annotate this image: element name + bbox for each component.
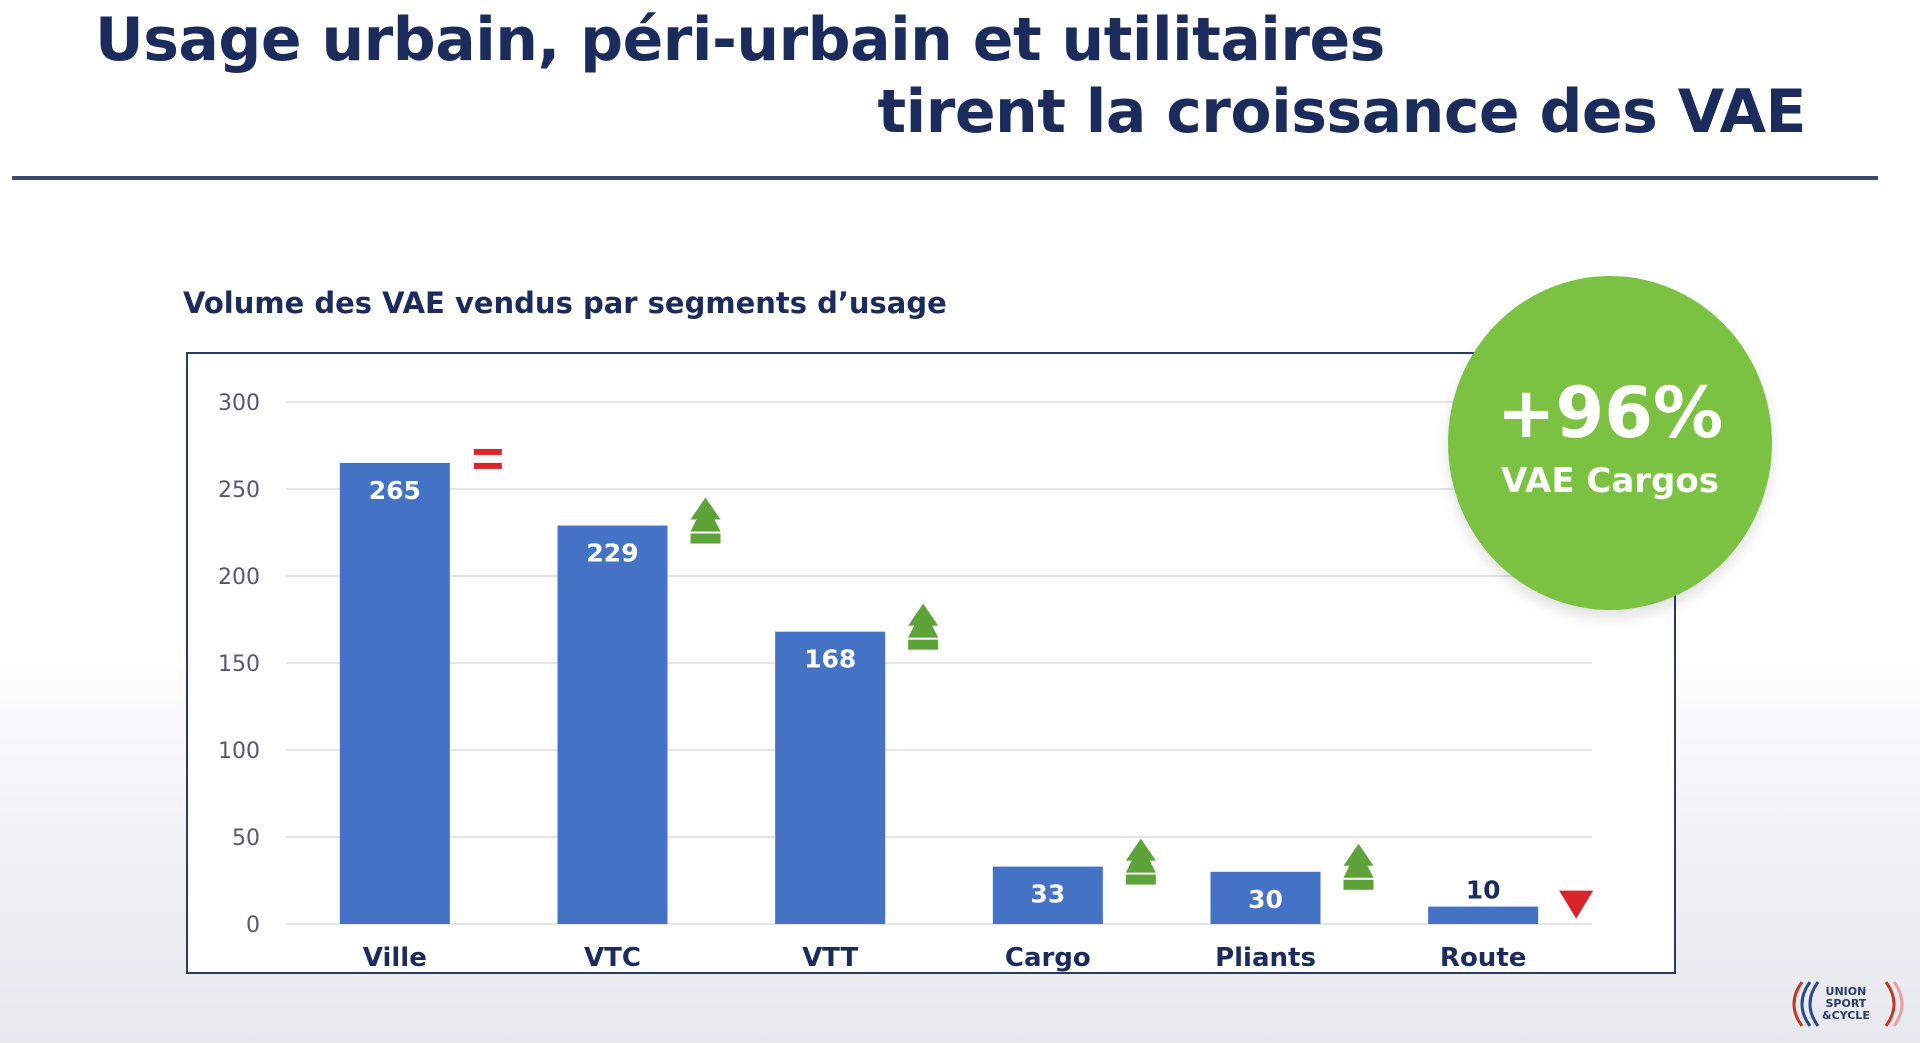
bar-vtc [557, 525, 668, 924]
up-trend-arrow-icon [690, 497, 721, 532]
up-trend-arrow-icon [1125, 874, 1156, 885]
up-trend-arrow-icon [908, 639, 939, 650]
down-trend-arrow-icon [1559, 890, 1594, 919]
title-divider [12, 176, 1878, 180]
growth-badge: +96% VAE Cargos [1448, 276, 1772, 610]
data-label: 30 [1248, 885, 1283, 914]
y-tick-label: 100 [218, 739, 260, 764]
logo-text: UNION SPORT &CYCLE [1822, 986, 1870, 1022]
chart-title: Volume des VAE vendus par segments d’usa… [183, 286, 947, 320]
category-label: Route [1440, 943, 1526, 972]
up-trend-arrow-icon [690, 533, 721, 544]
category-label: Cargo [1005, 943, 1091, 972]
slide-title-line-1: Usage urbain, péri-urbain et utilitaires [95, 5, 1385, 75]
slide-title-line-2: tirent la croissance des VAE [877, 77, 1806, 147]
data-label: 168 [804, 645, 856, 674]
up-trend-arrow-icon [1343, 843, 1374, 878]
badge-label: VAE Cargos [1501, 461, 1719, 501]
equal-trend-icon [473, 462, 502, 469]
data-label: 10 [1466, 876, 1501, 905]
bar-pliants [1210, 871, 1321, 924]
chart-frame: 0 50 100 150 200 250 300 265 Ville 229 VTC 168 VTT 33… [186, 352, 1676, 974]
bar-cargo [992, 866, 1103, 924]
category-label: Ville [363, 943, 427, 972]
category-label: Pliants [1215, 943, 1316, 972]
badge-value: +96% [1496, 372, 1724, 454]
data-label: 33 [1030, 880, 1065, 909]
y-tick-label: 150 [218, 652, 260, 677]
logo-text-line-2: SPORT [1825, 997, 1867, 1010]
y-tick-label: 300 [218, 391, 260, 416]
data-label: 229 [586, 539, 638, 568]
up-trend-arrow-icon [908, 603, 939, 638]
logo-arcs-icon [1792, 981, 1904, 1027]
y-tick-label: 250 [218, 478, 260, 503]
y-tick-label: 0 [246, 913, 260, 938]
bar-vtt [775, 631, 886, 924]
up-trend-arrow-icon [1125, 838, 1156, 873]
category-label: VTC [584, 943, 641, 972]
logo-text-line-1: UNION [1825, 985, 1867, 998]
up-trend-arrow-icon [1343, 879, 1374, 890]
y-tick-label: 50 [232, 826, 260, 851]
bar-route [1428, 906, 1539, 924]
bar-chart: 0 50 100 150 200 250 300 265 Ville 229 VTC 168 VTT 33… [218, 391, 1594, 972]
equal-trend-icon [473, 448, 502, 455]
y-tick-label: 200 [218, 565, 260, 590]
union-sport-cycle-logo: UNION SPORT &CYCLE [1782, 974, 1910, 1034]
data-label: 265 [369, 476, 421, 505]
bar-ville [339, 462, 450, 924]
category-label: VTT [802, 943, 858, 972]
logo-text-line-3: &CYCLE [1822, 1009, 1870, 1022]
